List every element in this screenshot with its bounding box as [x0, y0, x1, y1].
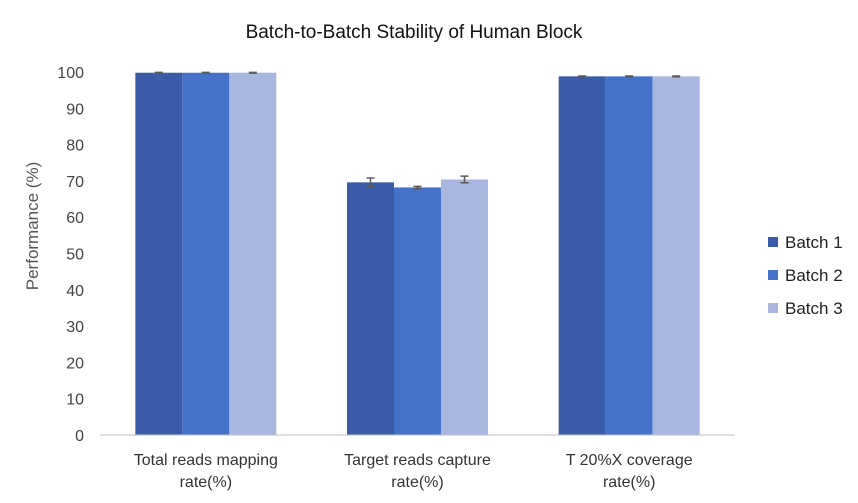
bar	[135, 72, 183, 435]
x-category-label: rate(%)	[391, 474, 443, 491]
x-category-label: Target reads capture	[344, 452, 491, 469]
x-category-label: rate(%)	[603, 474, 655, 491]
bar	[441, 179, 488, 435]
error-bar	[578, 75, 587, 78]
legend-swatch	[768, 303, 778, 313]
bar	[605, 76, 653, 435]
bar	[182, 72, 230, 435]
legend-label: Batch 1	[785, 233, 843, 252]
y-tick-label: 20	[66, 355, 84, 372]
x-category-label: T 20%X coverage	[566, 452, 693, 469]
y-tick-label: 80	[66, 138, 84, 155]
y-tick-label: 0	[75, 428, 84, 445]
y-tick-label: 100	[57, 65, 84, 82]
y-tick-label: 10	[66, 392, 84, 409]
legend: Batch 1 Batch 2 Batch 3	[768, 233, 843, 318]
y-tick-label: 60	[66, 210, 84, 227]
error-bar	[625, 75, 634, 78]
x-category-label: Total reads mapping	[134, 452, 278, 469]
bar	[347, 182, 394, 435]
y-tick-label: 90	[66, 101, 84, 118]
chart-title: Batch-to-Batch Stability of Human Block	[246, 22, 583, 43]
error-bar	[154, 71, 163, 74]
legend-swatch	[768, 237, 778, 247]
error-bar	[366, 177, 375, 188]
bar	[558, 76, 606, 435]
y-tick-label: 40	[66, 283, 84, 300]
bar	[394, 187, 441, 435]
y-tick-label: 70	[66, 174, 84, 191]
y-axis-ticks: 0 10 20 30 40 50 60 70 80 90 100	[57, 65, 84, 445]
error-bar	[248, 71, 257, 74]
category-labels: Total reads mapping rate(%) Target reads c…	[134, 452, 693, 491]
bar	[652, 76, 700, 435]
error-bar	[201, 71, 210, 74]
error-bar	[413, 185, 422, 190]
x-category-label: rate(%)	[180, 474, 232, 491]
legend-label: Batch 3	[785, 299, 843, 318]
error-bar	[460, 175, 469, 184]
y-axis-label: Performance (%)	[23, 162, 42, 290]
error-bars	[154, 71, 681, 190]
y-tick-label: 50	[66, 247, 84, 264]
bars	[135, 72, 700, 435]
error-bar	[672, 75, 681, 78]
legend-label: Batch 2	[785, 266, 843, 285]
legend-swatch	[768, 270, 778, 280]
bar	[229, 72, 277, 435]
y-tick-label: 30	[66, 319, 84, 336]
